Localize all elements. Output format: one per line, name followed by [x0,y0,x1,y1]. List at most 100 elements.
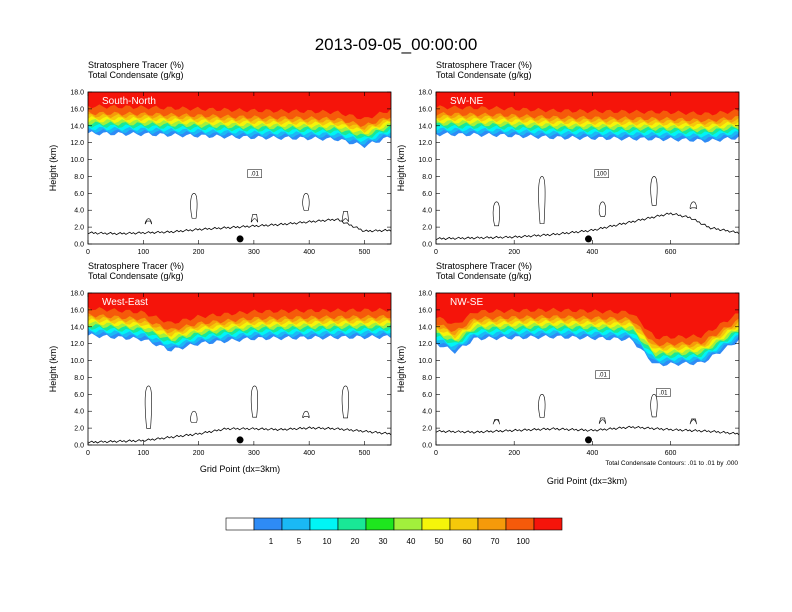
condensate-contour [598,417,606,424]
x-axis-label-right: Grid Point (dx=3km) [547,476,627,486]
panel-west-east: Stratosphere Tracer (%)Total Condensate … [48,261,392,457]
contour-label-box [656,388,671,397]
colorbar-swatch [505,517,535,531]
y-tick-label: 4.0 [422,409,432,416]
x-tick-label: 600 [665,450,677,457]
panel-name: West-East [102,297,148,308]
y-tick-label: 6.0 [74,191,84,198]
condensate-contour [341,385,349,419]
y-tick-label: 8.0 [74,375,84,382]
y-tick-label: 6.0 [422,392,432,399]
contour-label: .01 [659,391,668,397]
location-marker [236,436,244,444]
colorbar-swatch [253,517,283,531]
colorbar-swatch [309,517,339,531]
y-axis-label: Height (km) [396,346,406,393]
condensate-contour [689,418,697,425]
colorbar-label: 10 [323,537,332,546]
y-tick-label: 14.0 [418,324,432,331]
contour-label: 100 [597,172,608,178]
plot-area: .01 [88,92,391,236]
x-tick-label: 300 [248,249,260,256]
tracer-layer [436,293,739,340]
condensate-contour [302,193,310,211]
fill-variable-label: Stratosphere Tracer (%) [436,60,532,70]
colorbar-swatch [533,517,563,531]
colorbar-swatch [365,517,395,531]
panel-name: South-North [102,96,156,107]
figure-title: 2013-09-05_00:00:00 [315,35,478,54]
y-tick-label: 16.0 [418,307,432,314]
y-tick-label: 12.0 [70,140,84,147]
tracer-layer [88,92,391,120]
location-marker [236,235,244,243]
condensate-contour [190,410,198,424]
panel-south-north: Stratosphere Tracer (%)Total Condensate … [48,60,392,256]
x-axis-label-left: Grid Point (dx=3km) [200,464,280,474]
colorbar-label: 5 [297,537,302,546]
y-tick-label: 4.0 [74,409,84,416]
condensate-contour [650,176,658,206]
x-tick-label: 0 [434,450,438,457]
plot-frame [87,91,392,245]
x-tick-label: 200 [508,249,520,256]
colorbar-label: 60 [463,537,472,546]
y-tick-label: 16.0 [70,106,84,113]
y-tick-label: 18.0 [70,90,84,97]
x-tick-label: 500 [359,450,371,457]
x-tick-label: 200 [508,450,520,457]
y-tick-label: 4.0 [74,208,84,215]
contour-note: Total Condensate Contours: .01 to .01 by… [605,460,738,467]
x-tick-label: 400 [587,249,599,256]
location-marker [584,436,592,444]
contour-variable-label: Total Condensate (g/kg) [88,70,184,80]
y-tick-label: 10.0 [418,157,432,164]
contour-variable-label: Total Condensate (g/kg) [436,271,532,281]
y-tick-label: 0.0 [74,242,84,249]
y-tick-label: 10.0 [70,358,84,365]
panel-nw-se: Stratosphere Tracer (%)Total Condensate … [396,261,740,457]
contour-label-box [595,370,610,379]
y-tick-label: 12.0 [70,341,84,348]
condensate-contour [598,201,606,217]
y-tick-label: 14.0 [70,324,84,331]
panel-sw-ne: Stratosphere Tracer (%)Total Condensate … [396,60,740,256]
x-tick-label: 0 [86,450,90,457]
y-tick-label: 8.0 [422,174,432,181]
y-tick-label: 18.0 [418,90,432,97]
terrain-line [88,218,391,236]
condensate-contour [492,201,500,227]
location-marker [584,235,592,243]
plot-frame [435,292,740,446]
y-tick-label: 4.0 [422,208,432,215]
condensate-contour [250,214,258,223]
plot-area: .01 .01 [436,293,739,436]
colorbar-label: 40 [407,537,416,546]
condensate-contour [650,394,658,418]
condensate-contour [538,394,546,418]
condensate-contour [689,201,697,209]
condensate-contour [250,385,258,418]
y-tick-label: 2.0 [74,225,84,232]
y-tick-label: 12.0 [418,341,432,348]
y-tick-label: 16.0 [418,106,432,113]
x-tick-label: 500 [359,249,371,256]
colorbar-label: 30 [379,537,388,546]
x-tick-label: 100 [137,450,149,457]
colorbar-label: 50 [435,537,444,546]
colorbar-label: 70 [491,537,500,546]
y-tick-label: 0.0 [422,242,432,249]
x-tick-label: 300 [248,450,260,457]
y-tick-label: 12.0 [418,140,432,147]
condensate-contour [144,218,152,225]
y-tick-label: 8.0 [422,375,432,382]
y-tick-label: 2.0 [422,426,432,433]
colorbar-label: 20 [351,537,360,546]
colorbar-label: 100 [516,537,530,546]
condensate-contour [492,419,500,425]
colorbar-swatch [477,517,507,531]
x-tick-label: 200 [193,450,205,457]
colorbar-swatch [449,517,479,531]
condensate-contour [190,193,198,219]
